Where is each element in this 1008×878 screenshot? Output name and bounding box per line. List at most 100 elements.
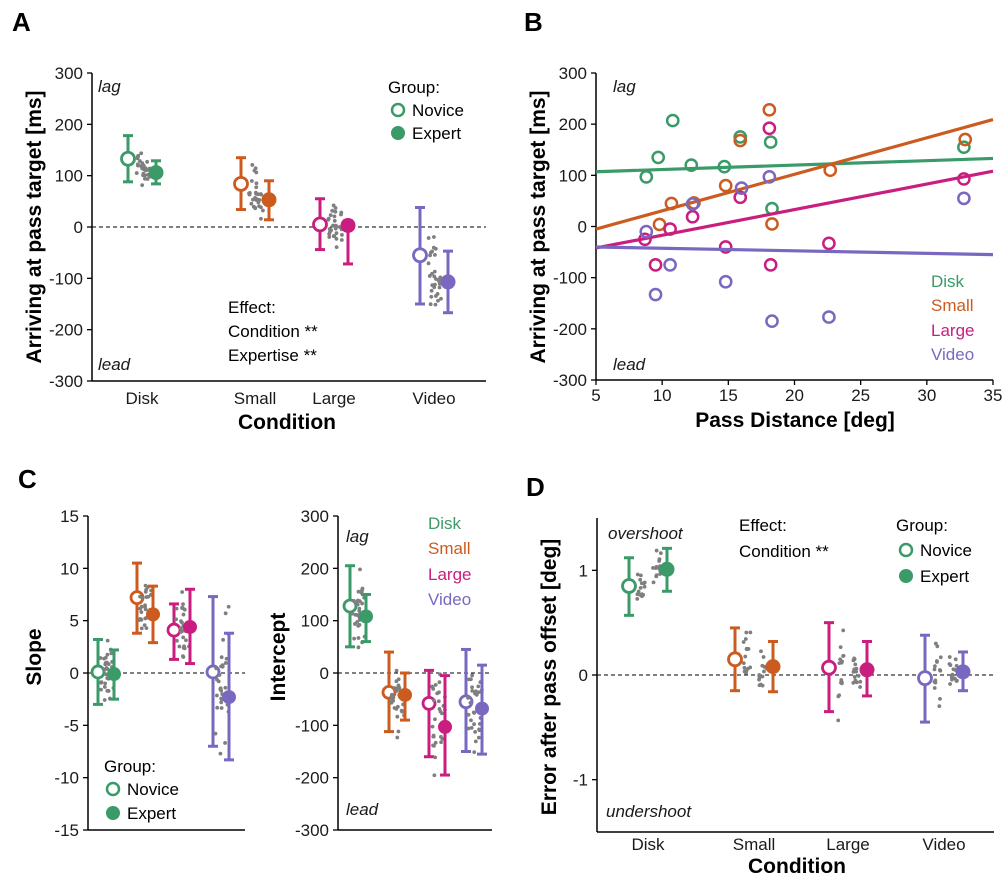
panel-a-participant-dot bbox=[250, 163, 255, 167]
panel-a-participant-dot bbox=[326, 216, 331, 221]
panel-c-intercept-participant-dot bbox=[467, 677, 472, 682]
panel-d-effect-condition: Condition ** bbox=[739, 542, 829, 561]
panel-c-intercept-participant-dot bbox=[439, 740, 443, 745]
panel-a-participant-dot bbox=[438, 275, 443, 280]
panel-c-slope-participant-dot bbox=[99, 687, 103, 692]
panel-d-participant-dot bbox=[932, 664, 937, 669]
panel-d-participant-dot bbox=[653, 566, 658, 570]
panel-a-participant-dot bbox=[334, 231, 339, 236]
panel-b-fit-line bbox=[595, 245, 994, 257]
panel-b-data-point bbox=[734, 181, 749, 195]
panel-c-intercept-participant-dot bbox=[356, 623, 361, 628]
panel-a-ytick-label: -200 bbox=[49, 321, 83, 340]
panel-c-slope-participant-dot bbox=[102, 685, 107, 689]
panel-d-participant-dot bbox=[635, 572, 640, 577]
panel-b-xtick-label: 10 bbox=[653, 386, 672, 405]
panel-a-participant-dot bbox=[253, 206, 258, 211]
panel-d-category-label: Large bbox=[826, 835, 869, 854]
panel-d-participant-dot bbox=[635, 596, 640, 601]
panel-a-participant-dot bbox=[428, 253, 432, 258]
panel-d-participant-dot bbox=[651, 566, 655, 570]
panel-a-participant-dot bbox=[339, 210, 344, 215]
panel-c-intercept-participant-dot bbox=[360, 601, 365, 606]
panel-d-participant-dot bbox=[741, 661, 746, 666]
panel-b-data-point bbox=[765, 314, 779, 329]
panel-d-participant-dot bbox=[642, 581, 646, 586]
panel-c-intercept-participant-dot bbox=[476, 684, 481, 689]
panel-d-participant-dot bbox=[933, 678, 938, 683]
panel-d-participant-dot bbox=[851, 680, 856, 685]
panel-letter-c: C bbox=[18, 464, 37, 494]
panel-c-slope-participant-dot bbox=[215, 677, 219, 682]
panel-d-legend-title: Group: bbox=[896, 516, 948, 535]
panel-c-intercept-ylabel: Intercept bbox=[267, 613, 290, 702]
panel-b-data-point bbox=[718, 178, 733, 193]
panel-a-participant-dot bbox=[135, 162, 140, 167]
panel-c-intercept-participant-dot bbox=[395, 735, 400, 740]
panel-a-participant-dot bbox=[134, 171, 139, 175]
panel-c-intercept-participant-dot bbox=[473, 691, 477, 696]
panel-b-data-point bbox=[718, 274, 733, 289]
panel-c-slope-participant-dot bbox=[144, 587, 149, 592]
panel-b-data-point bbox=[639, 224, 654, 239]
panel-d-participant-dot bbox=[851, 669, 856, 674]
panel-c-intercept-participant-dot bbox=[356, 636, 361, 640]
panel-c-slope-participant-dot bbox=[213, 731, 218, 736]
panel-c-slope-ytick-label: -5 bbox=[64, 716, 79, 735]
panel-a-participant-dot bbox=[334, 237, 339, 241]
panel-d-participant-dot bbox=[839, 681, 844, 686]
panel-a-expert-mean bbox=[340, 217, 356, 233]
panel-b-data-point bbox=[957, 191, 971, 206]
panel-c-slope-participant-dot bbox=[178, 626, 183, 631]
panel-d-participant-dot bbox=[950, 672, 955, 677]
panel-a-participant-dot bbox=[249, 179, 254, 183]
panel-a-participant-dot bbox=[253, 190, 258, 195]
panel-a-participant-dot bbox=[254, 170, 259, 175]
panel-c-intercept-novice-mean bbox=[342, 598, 358, 614]
panel-d-undershoot-label: undershoot bbox=[606, 802, 692, 821]
panel-c-intercept-novice-mean bbox=[421, 695, 437, 711]
panel-c-slope-expert-mean bbox=[183, 619, 197, 634]
panel-c-slope-participant-dot bbox=[219, 700, 224, 705]
panel-d-chart: Error after pass offset [deg] Condition … bbox=[538, 516, 994, 878]
panel-b-data-point bbox=[958, 132, 973, 147]
panel-a-lag-label: lag bbox=[98, 77, 121, 96]
panel-c-slope-participant-dot bbox=[144, 595, 149, 599]
panel-d-participant-dot bbox=[932, 686, 937, 690]
panel-c-intercept-participant-dot bbox=[469, 718, 473, 723]
panel-c-intercept-participant-dot bbox=[469, 725, 474, 730]
panel-c-intercept-legend: Disk Small Large Video bbox=[428, 514, 471, 609]
panel-c-intercept-participant-dot bbox=[357, 599, 362, 604]
panel-c-slope-participant-dot bbox=[99, 680, 103, 685]
panel-b-xtick-label: 30 bbox=[917, 386, 936, 405]
panel-c-intercept-participant-dot bbox=[356, 645, 361, 650]
panel-letter-a: A bbox=[12, 7, 31, 37]
panel-c-slope-participant-dot bbox=[139, 610, 144, 615]
legend-expert-marker bbox=[899, 569, 913, 583]
panel-c-intercept-participant-dot bbox=[476, 735, 481, 740]
panel-c-slope-expert-mean bbox=[222, 690, 236, 705]
panel-c-slope-participant-dot bbox=[184, 638, 188, 643]
legend-expert-marker bbox=[391, 126, 405, 140]
panel-d-participant-dot bbox=[935, 660, 939, 664]
panel-d-participant-dot bbox=[759, 649, 763, 654]
panel-b-legend-video: Video bbox=[931, 345, 974, 364]
panel-b-ytick-label: 100 bbox=[559, 166, 587, 185]
panel-a-lead-label: lead bbox=[98, 355, 131, 374]
panel-a-participant-dot bbox=[145, 159, 150, 164]
panel-c-intercept-participant-dot bbox=[477, 728, 482, 733]
panel-a-legend: Group: Novice Expert bbox=[388, 78, 464, 143]
panel-c-slope-participant-dot bbox=[103, 655, 108, 660]
panel-a-participant-dot bbox=[433, 253, 437, 257]
panel-a-participant-dot bbox=[328, 213, 333, 218]
panel-a-participant-dot bbox=[329, 228, 334, 233]
panel-c-slope-participant-dot bbox=[226, 604, 231, 609]
panel-c-slope-expert-mean bbox=[146, 607, 160, 622]
panel-d-category-label: Disk bbox=[631, 835, 665, 854]
panel-c-intercept-ytick-label: 300 bbox=[301, 507, 329, 526]
panel-b-data-point bbox=[733, 133, 748, 148]
panel-c-legend-novice: Novice bbox=[127, 780, 179, 799]
panel-a-novice-mean bbox=[412, 247, 428, 264]
panel-a-annotation: Effect: Condition ** Expertise ** bbox=[228, 298, 318, 365]
panel-a-ylabel: Arriving at pass target [ms] bbox=[23, 90, 46, 363]
